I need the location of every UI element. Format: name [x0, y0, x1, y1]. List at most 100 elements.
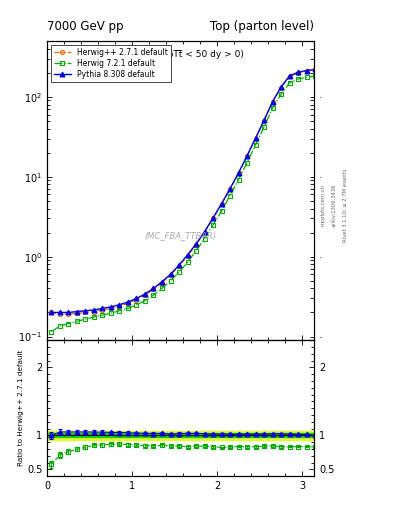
Pythia 8.308 default [126, 299, 130, 305]
Line: Herwig 7.2.1 default: Herwig 7.2.1 default [50, 74, 317, 334]
Herwig++ 2.7.1 default [126, 300, 130, 306]
Herwig++ 2.7.1 default [287, 73, 292, 79]
Herwig++ 2.7.1 default [49, 309, 54, 315]
Herwig 7.2.1 default [143, 297, 147, 304]
Pythia 8.308 default [253, 135, 258, 141]
Herwig 7.2.1 default [279, 91, 283, 97]
Pythia 8.308 default [296, 69, 301, 75]
Herwig++ 2.7.1 default [151, 286, 156, 292]
Herwig++ 2.7.1 default [134, 296, 139, 303]
Herwig 7.2.1 default [75, 318, 79, 325]
Herwig 7.2.1 default [262, 124, 266, 130]
Pythia 8.308 default [279, 84, 283, 90]
Pythia 8.308 default [57, 309, 62, 315]
Line: Herwig++ 2.7.1 default: Herwig++ 2.7.1 default [50, 68, 317, 316]
Herwig++ 2.7.1 default [245, 153, 250, 159]
Herwig 7.2.1 default [108, 310, 113, 316]
Pythia 8.308 default [228, 185, 232, 191]
Herwig 7.2.1 default [194, 248, 198, 254]
Herwig++ 2.7.1 default [108, 305, 113, 311]
Herwig++ 2.7.1 default [253, 136, 258, 142]
Pythia 8.308 default [287, 73, 292, 79]
Y-axis label: Ratio to Herwig++ 2.7.1 default: Ratio to Herwig++ 2.7.1 default [18, 350, 24, 466]
Pythia 8.308 default [160, 279, 164, 285]
Herwig++ 2.7.1 default [211, 216, 215, 222]
Herwig 7.2.1 default [49, 329, 54, 335]
Herwig 7.2.1 default [245, 160, 250, 166]
Herwig++ 2.7.1 default [176, 263, 181, 269]
Pythia 8.308 default [245, 153, 250, 159]
Pythia 8.308 default [117, 302, 122, 308]
Herwig 7.2.1 default [57, 323, 62, 329]
Herwig++ 2.7.1 default [143, 292, 147, 298]
Herwig 7.2.1 default [92, 314, 96, 320]
Pythia 8.308 default [176, 262, 181, 268]
Pythia 8.308 default [143, 291, 147, 297]
Bar [47, 433, 314, 437]
Herwig++ 2.7.1 default [304, 68, 309, 74]
Herwig++ 2.7.1 default [100, 307, 105, 313]
Herwig++ 2.7.1 default [66, 311, 71, 317]
Herwig++ 2.7.1 default [57, 311, 62, 317]
Pythia 8.308 default [219, 201, 224, 207]
Herwig++ 2.7.1 default [160, 280, 164, 286]
Bar [47, 431, 314, 440]
Pythia 8.308 default [262, 117, 266, 123]
Pythia 8.308 default [202, 229, 207, 235]
Herwig++ 2.7.1 default [202, 229, 207, 236]
Herwig 7.2.1 default [100, 312, 105, 318]
Pythia 8.308 default [92, 307, 96, 313]
Herwig 7.2.1 default [151, 292, 156, 298]
Legend: Herwig++ 2.7.1 default, Herwig 7.2.1 default, Pythia 8.308 default: Herwig++ 2.7.1 default, Herwig 7.2.1 def… [51, 45, 171, 82]
Pythia 8.308 default [211, 215, 215, 221]
Herwig++ 2.7.1 default [296, 70, 301, 76]
Text: Δφ (t̅tbar) (pTt̅ < 50 dy > 0): Δφ (t̅tbar) (pTt̅ < 50 dy > 0) [118, 50, 244, 59]
Herwig 7.2.1 default [236, 177, 241, 183]
Pythia 8.308 default [134, 295, 139, 302]
Line: Pythia 8.308 default: Pythia 8.308 default [49, 67, 318, 315]
Pythia 8.308 default [75, 309, 79, 315]
Text: 7000 GeV pp: 7000 GeV pp [47, 20, 124, 33]
Pythia 8.308 default [194, 241, 198, 247]
Herwig 7.2.1 default [270, 105, 275, 111]
Pythia 8.308 default [100, 305, 105, 311]
Herwig++ 2.7.1 default [219, 201, 224, 207]
Herwig++ 2.7.1 default [75, 310, 79, 316]
Herwig 7.2.1 default [66, 321, 71, 327]
Text: (MC_FBA_TTBAR): (MC_FBA_TTBAR) [145, 231, 217, 240]
Text: arXiv:1306.3436: arXiv:1306.3436 [332, 183, 337, 226]
Text: Rivet 3.1.10; ≥ 2.7M events: Rivet 3.1.10; ≥ 2.7M events [343, 168, 348, 242]
Herwig 7.2.1 default [185, 259, 190, 265]
Herwig 7.2.1 default [304, 74, 309, 80]
Text: Top (parton level): Top (parton level) [210, 20, 314, 33]
Herwig++ 2.7.1 default [228, 186, 232, 192]
Herwig 7.2.1 default [83, 316, 88, 322]
Herwig 7.2.1 default [160, 285, 164, 291]
Herwig++ 2.7.1 default [313, 67, 318, 73]
Pythia 8.308 default [270, 99, 275, 105]
Text: mcplots.cern.ch: mcplots.cern.ch [320, 184, 325, 226]
Herwig 7.2.1 default [117, 308, 122, 314]
Pythia 8.308 default [313, 67, 318, 73]
Pythia 8.308 default [108, 304, 113, 310]
Herwig 7.2.1 default [219, 208, 224, 215]
Herwig++ 2.7.1 default [168, 272, 173, 278]
Herwig++ 2.7.1 default [194, 242, 198, 248]
Pythia 8.308 default [168, 271, 173, 278]
Herwig++ 2.7.1 default [270, 99, 275, 105]
Herwig 7.2.1 default [176, 269, 181, 275]
Herwig++ 2.7.1 default [236, 170, 241, 177]
Herwig 7.2.1 default [296, 76, 301, 82]
Pythia 8.308 default [66, 309, 71, 315]
Herwig++ 2.7.1 default [279, 84, 283, 91]
Herwig++ 2.7.1 default [83, 309, 88, 315]
Herwig 7.2.1 default [313, 73, 318, 79]
Herwig++ 2.7.1 default [92, 309, 96, 315]
Herwig 7.2.1 default [287, 80, 292, 86]
Pythia 8.308 default [236, 169, 241, 176]
Pythia 8.308 default [185, 252, 190, 258]
Herwig++ 2.7.1 default [185, 253, 190, 259]
Herwig 7.2.1 default [202, 236, 207, 242]
Herwig 7.2.1 default [253, 142, 258, 148]
Herwig 7.2.1 default [134, 302, 139, 308]
